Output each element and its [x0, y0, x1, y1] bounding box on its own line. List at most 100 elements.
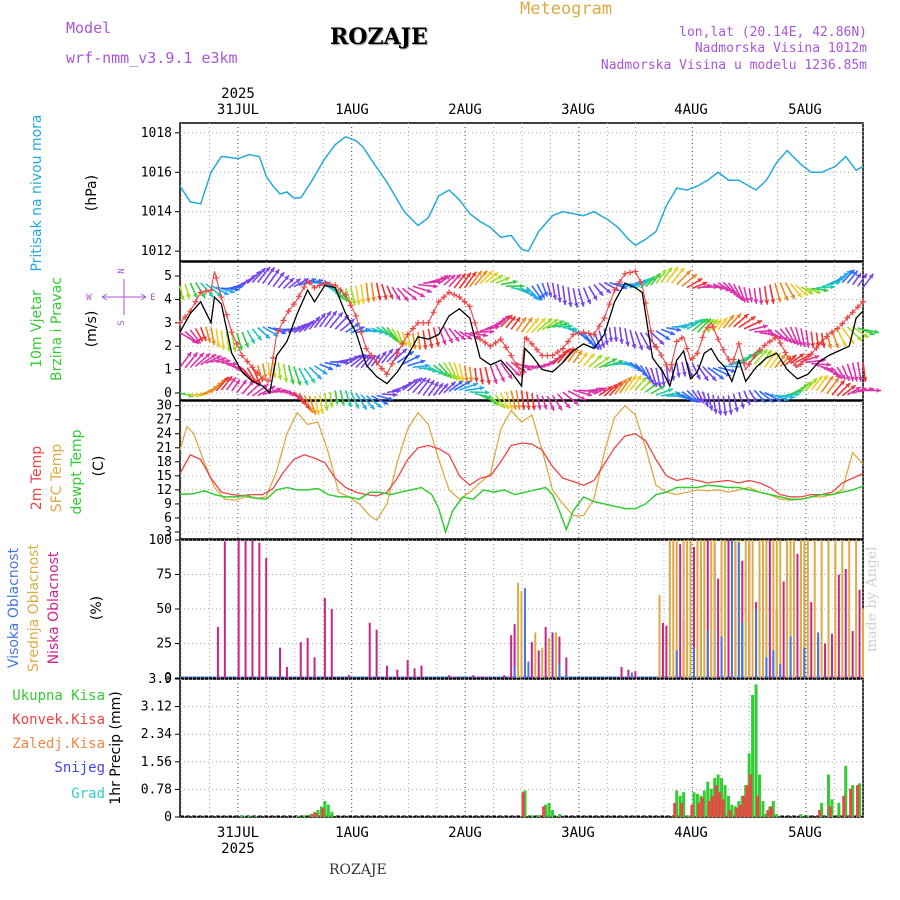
cloud-bar: [661, 622, 664, 678]
wind-arrow-head: [611, 358, 617, 363]
wind-gust-marker: [502, 344, 509, 351]
wind-arrow-head: [828, 375, 834, 381]
precip-bar: [837, 802, 841, 817]
wind-arrow-head: [768, 397, 774, 403]
day-label-bottom: 4AUG: [674, 825, 708, 841]
wind-arrow-head: [794, 340, 799, 346]
wind-arrow-head: [783, 396, 789, 402]
wind-arrow-head: [713, 408, 718, 414]
cloud-bar: [668, 540, 671, 678]
cloud-bar: [786, 540, 789, 678]
wind-arrow-head: [839, 380, 845, 386]
wind-gust-marker: [223, 311, 230, 318]
wind-gust-marker: [394, 350, 401, 357]
wind-arrow-head: [812, 378, 818, 383]
wind-arrow-head: [600, 342, 606, 348]
wind-arrow-head: [312, 409, 317, 415]
wind-arrow-head: [415, 355, 421, 360]
precip-bar: [330, 811, 334, 817]
wind-arrow-head: [441, 339, 447, 345]
wind-arrow-head: [354, 403, 359, 409]
model-name: wrf-nmm_v3.9.1 e3km: [66, 49, 238, 67]
cloud-bar: [313, 657, 316, 678]
precip-bar: [706, 781, 710, 817]
wind-arrow-head: [520, 283, 525, 289]
cloud-bar: [772, 650, 775, 678]
wind-arrow-head: [734, 407, 739, 413]
wind-arrow-head: [817, 375, 823, 381]
precip-legend-5: Grad: [71, 786, 105, 802]
cloud-bar: [544, 626, 547, 678]
precip-bar: [820, 802, 824, 817]
wind-gust-marker: [673, 338, 680, 345]
wind-gust-marker: [497, 336, 504, 343]
wind-gust-marker: [451, 291, 458, 298]
wind-arrow-head: [262, 373, 268, 379]
wind-arrow-head: [641, 376, 647, 382]
wind-gust-marker: [756, 347, 763, 354]
wind-arrow-head: [226, 346, 232, 352]
wind-arrow-head: [540, 318, 546, 323]
wind-arrow-head: [757, 320, 763, 325]
precip-bar: [723, 785, 727, 817]
wind-arrow-head: [664, 335, 670, 340]
temp-unit: (C): [91, 456, 107, 477]
wind-ytick-label: 0: [164, 386, 172, 401]
wind-gust-marker: [740, 360, 747, 367]
wind-arrow-head: [343, 296, 348, 302]
wind-arrow-head: [484, 390, 490, 395]
wind-gust-marker: [808, 351, 815, 357]
wind-arrow-head: [508, 404, 514, 410]
wind-arrow-head: [305, 322, 311, 328]
wind-arrow-head: [823, 287, 829, 293]
wind-arrow-head: [273, 331, 279, 337]
wind-arrow-head: [856, 335, 862, 341]
cloud-bar: [420, 665, 423, 678]
wind-arrow-head: [223, 376, 229, 382]
wind-gust-marker: [518, 371, 525, 378]
cloud-bar: [368, 622, 371, 678]
precip-bar: [311, 814, 315, 817]
wind-arrow-head: [815, 342, 821, 348]
wind-arrow-head: [770, 298, 776, 304]
wind-gust-marker: [761, 342, 768, 349]
wind-arrow-head: [748, 297, 754, 303]
wind-arrow-head: [704, 402, 709, 407]
wind-arrow-head: [488, 270, 493, 276]
wind-arrow-head: [308, 407, 313, 413]
cloud-bar: [855, 540, 858, 678]
wind-arrow-head: [192, 352, 198, 358]
wind-arrow-head: [573, 326, 578, 332]
wind-arrow-head: [407, 342, 412, 348]
precip-bar: [721, 799, 725, 817]
wind-arrow-head: [696, 374, 701, 380]
wind-gust-marker: [358, 329, 365, 336]
temperature-ytick-label: 21: [156, 441, 172, 456]
wind-arrow-head: [799, 353, 805, 359]
wind-arrow-head: [746, 399, 751, 405]
cloud-bar: [741, 622, 744, 678]
wind-arrow-head: [753, 299, 759, 304]
wind-arrow-head: [716, 319, 722, 325]
wind-arrow-head: [459, 376, 465, 382]
wind-arrow-head: [435, 341, 440, 347]
precip-bar: [849, 788, 853, 817]
wind-arrow-head: [495, 401, 501, 407]
wind-arrow-head: [376, 403, 382, 408]
wind-arrow-head: [573, 348, 578, 354]
cloud-bar: [727, 540, 730, 678]
cloud-bar: [789, 540, 792, 678]
wind-arrow-head: [381, 351, 387, 357]
wind-arrow-head: [661, 269, 667, 275]
cloud-bar: [634, 671, 637, 678]
wind-arrow-head: [412, 379, 418, 384]
wind-gust-marker: [508, 352, 515, 359]
wind-gust-marker: [746, 361, 753, 368]
precip-bar: [851, 785, 855, 817]
cloud-bar: [837, 574, 840, 678]
cloud-unit: (%): [89, 596, 105, 620]
wind-arrow-head: [608, 337, 614, 343]
precip-bar: [728, 809, 732, 817]
wind-arrow-head: [504, 404, 509, 410]
clouds-ytick-label: 50: [156, 602, 172, 617]
